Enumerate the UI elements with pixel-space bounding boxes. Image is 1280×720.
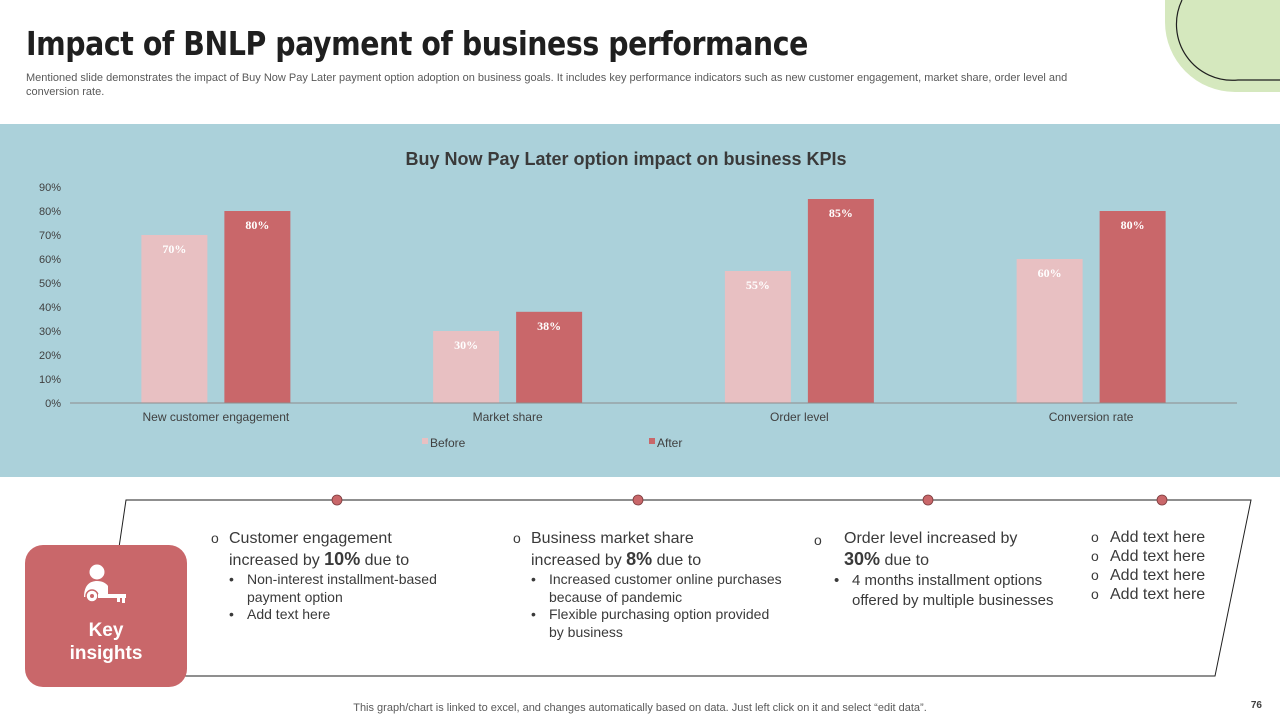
y-tick-label: 90%	[39, 182, 61, 194]
insight-customer-engagement: o Customer engagement increased by 10% d…	[211, 528, 481, 624]
frame-marker-3	[922, 494, 934, 506]
bar-before	[141, 235, 208, 403]
x-tick-label: Conversion rate	[1049, 410, 1134, 424]
list-item: Increased customer online purchases beca…	[531, 571, 783, 606]
y-axis: 0% 10% 20% 30% 40% 50% 60% 70% 80% 90%	[39, 182, 61, 410]
bars: 70% 80% 30% 38% 55% 85% 60% 80%	[141, 199, 1166, 403]
bar-chart[interactable]: Buy Now Pay Later option impact on busin…	[0, 124, 1280, 477]
data-label: 30%	[454, 338, 478, 352]
x-tick-label: Order level	[770, 410, 829, 424]
page-title: Impact of BNLP payment of business perfo…	[26, 24, 808, 63]
bar-after	[516, 311, 583, 403]
category-labels: New customer engagement Market share Order…	[143, 410, 1134, 424]
bar-before	[433, 331, 500, 403]
x-tick-label: Market share	[473, 410, 543, 424]
y-tick-label: 80%	[39, 206, 61, 218]
y-tick-label: 40%	[39, 302, 61, 314]
frame-marker-4	[1156, 494, 1168, 506]
data-label: 85%	[829, 206, 853, 220]
list-item: 4 months installment options offered by …	[834, 571, 1054, 610]
insight-add-text-list: o Add text here o Add text here o Add text …	[1091, 528, 1205, 604]
data-label: 60%	[1038, 266, 1062, 280]
bar-after	[807, 199, 874, 403]
insight-order-level: o Order level increased by 30% due to 4 …	[814, 528, 1054, 610]
y-tick-label: 10%	[39, 374, 61, 386]
frame-marker-2	[632, 494, 644, 506]
key-insights-label: Key insights	[69, 620, 143, 664]
chart-title: Buy Now Pay Later option impact on busin…	[405, 149, 846, 169]
page-number: 76	[1250, 700, 1262, 711]
legend-swatch-after	[649, 438, 655, 444]
footer-note: This graph/chart is linked to excel, and…	[353, 702, 927, 714]
chart-legend: Before After	[422, 436, 682, 450]
list-item: Flexible purchasing option provided by b…	[531, 606, 783, 641]
data-label: 38%	[537, 319, 561, 333]
bar-after	[1099, 211, 1166, 403]
insight-market-share: o Business market share increased by 8% …	[513, 528, 783, 641]
legend-label-before: Before	[430, 436, 466, 450]
frame-marker-1	[331, 494, 343, 506]
y-tick-label: 60%	[39, 254, 61, 266]
legend-swatch-before	[422, 438, 428, 444]
list-item: o Add text here	[1091, 567, 1206, 584]
page-subtitle: Mentioned slide demonstrates the impact …	[26, 72, 1068, 98]
list-item: Add text here	[229, 606, 481, 624]
list-item: o Add text here	[1091, 548, 1206, 565]
bar-before	[1016, 259, 1083, 403]
legend-label-after: After	[657, 436, 682, 450]
y-tick-label: 50%	[39, 278, 61, 290]
data-label: 80%	[1121, 218, 1145, 232]
list-item: o Add text here	[1091, 529, 1206, 546]
y-tick-label: 0%	[45, 398, 61, 410]
key-insights-box: Key insights	[25, 545, 187, 687]
x-tick-label: New customer engagement	[143, 410, 290, 424]
bar-before	[724, 271, 791, 403]
list-item: Non-interest installment-based payment o…	[229, 571, 481, 606]
user-key-icon	[84, 564, 126, 603]
data-label: 55%	[746, 278, 770, 292]
data-label: 80%	[245, 218, 269, 232]
y-tick-label: 20%	[39, 350, 61, 362]
data-label: 70%	[162, 242, 186, 256]
list-item: o Add text here	[1091, 586, 1206, 603]
corner-decoration	[1165, 0, 1280, 92]
y-tick-label: 30%	[39, 326, 61, 338]
y-tick-label: 70%	[39, 230, 61, 242]
bar-after	[224, 211, 291, 403]
